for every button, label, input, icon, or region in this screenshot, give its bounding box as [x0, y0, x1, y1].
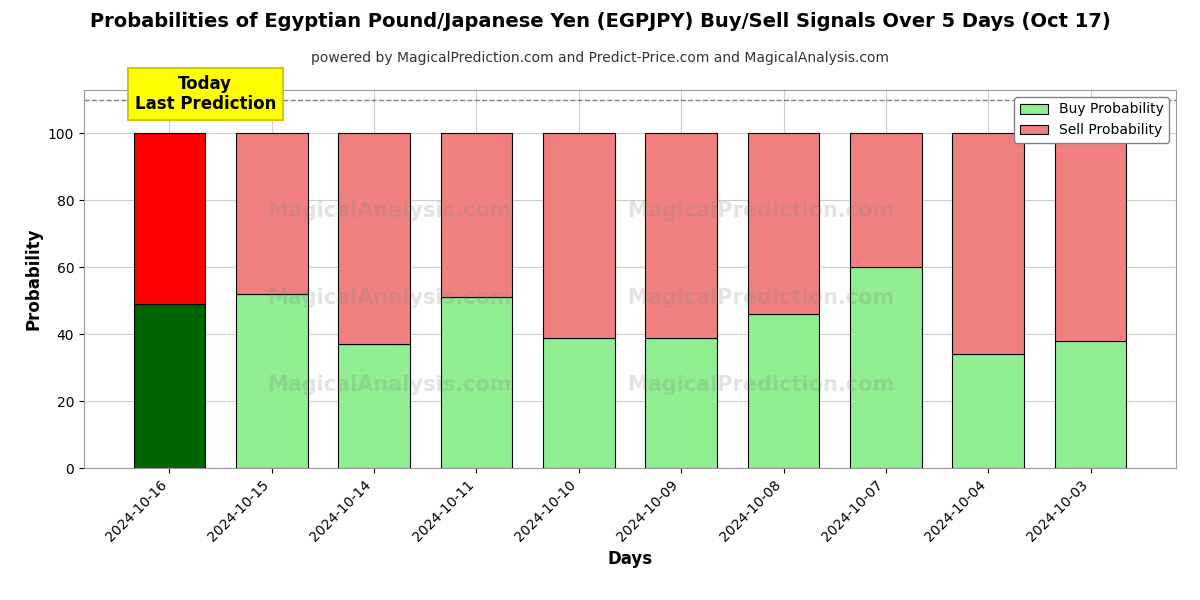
Bar	[850, 267, 922, 468]
Bar	[953, 133, 1024, 354]
Text: MagicalPrediction.com: MagicalPrediction.com	[628, 375, 895, 395]
Bar	[748, 314, 820, 468]
Bar	[1055, 133, 1127, 341]
Text: powered by MagicalPrediction.com and Predict-Price.com and MagicalAnalysis.com: powered by MagicalPrediction.com and Pre…	[311, 51, 889, 65]
Bar	[440, 298, 512, 468]
Bar	[544, 338, 614, 468]
Bar	[748, 133, 820, 314]
Bar	[338, 344, 410, 468]
X-axis label: Days: Days	[607, 550, 653, 568]
Text: MagicalAnalysis.com: MagicalAnalysis.com	[268, 288, 512, 308]
Bar	[133, 133, 205, 304]
Bar	[236, 133, 307, 294]
Bar	[236, 294, 307, 468]
Bar	[953, 354, 1024, 468]
Bar	[646, 338, 716, 468]
Bar	[850, 133, 922, 267]
Text: MagicalAnalysis.com: MagicalAnalysis.com	[268, 201, 512, 221]
Bar	[1055, 341, 1127, 468]
Y-axis label: Probability: Probability	[24, 228, 42, 330]
Bar	[133, 304, 205, 468]
Legend: Buy Probability, Sell Probability: Buy Probability, Sell Probability	[1014, 97, 1169, 143]
Text: MagicalAnalysis.com: MagicalAnalysis.com	[268, 375, 512, 395]
Text: MagicalPrediction.com: MagicalPrediction.com	[628, 288, 895, 308]
Text: Probabilities of Egyptian Pound/Japanese Yen (EGPJPY) Buy/Sell Signals Over 5 Da: Probabilities of Egyptian Pound/Japanese…	[90, 12, 1110, 31]
Text: MagicalPrediction.com: MagicalPrediction.com	[628, 201, 895, 221]
Text: Today
Last Prediction: Today Last Prediction	[134, 74, 276, 113]
Bar	[338, 133, 410, 344]
Bar	[544, 133, 614, 338]
Bar	[440, 133, 512, 298]
Bar	[646, 133, 716, 338]
